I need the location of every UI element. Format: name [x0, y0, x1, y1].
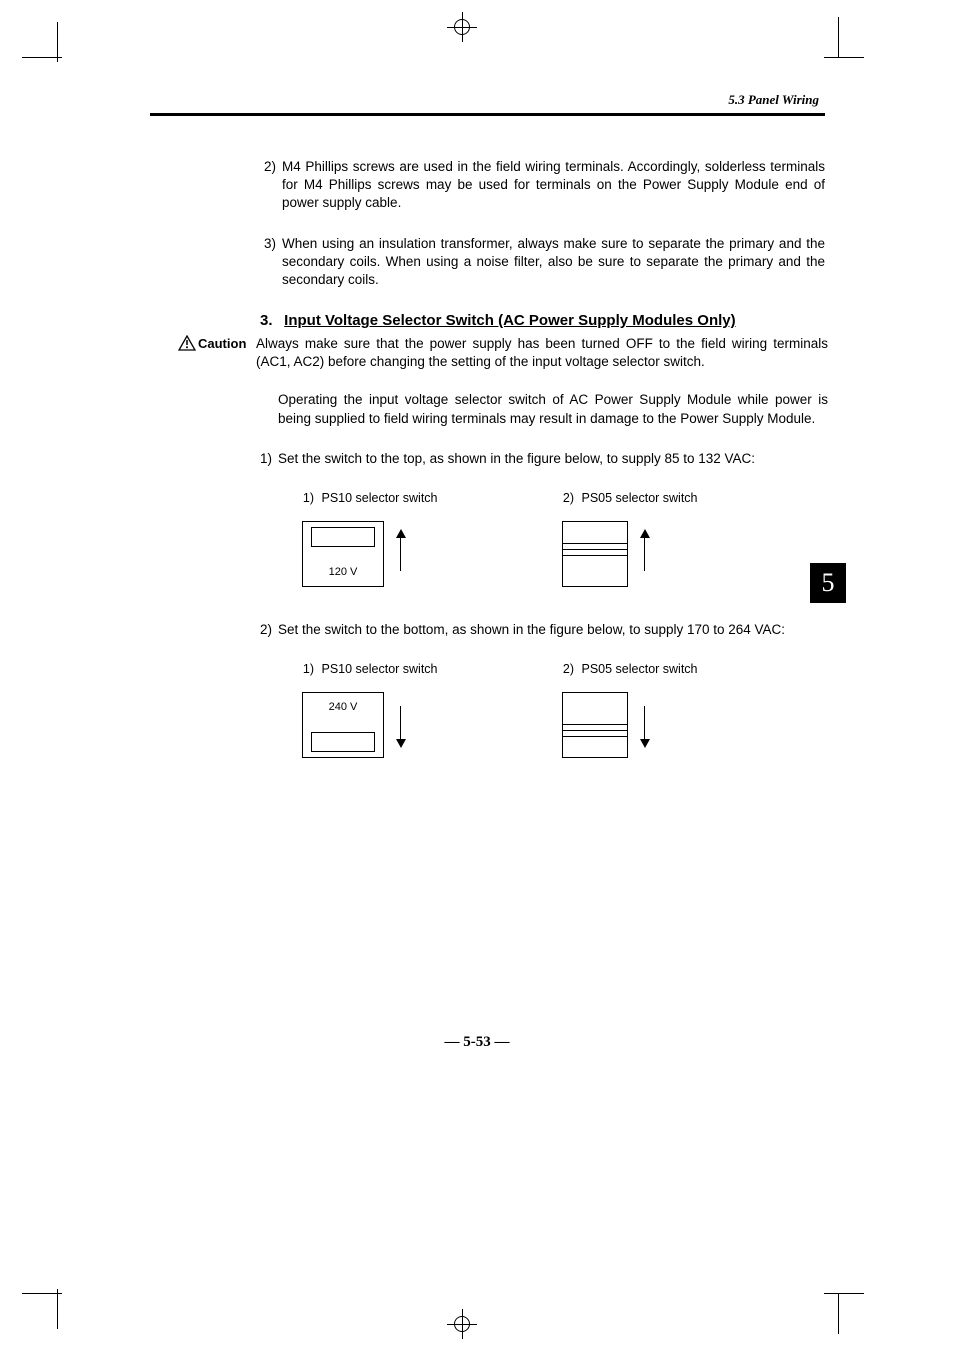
- figure-ps05-bottom: 2) PS05 selector switch: [556, 661, 816, 766]
- content-area: 2) M4 Phillips screws are used in the fi…: [260, 158, 825, 350]
- figure-ps10-top: 1) PS10 selector switch 120 V: [296, 490, 556, 595]
- figure-ps10-bottom: 1) PS10 selector switch 240 V: [296, 661, 556, 766]
- step-text: Set the switch to the bottom, as shown i…: [278, 621, 828, 639]
- step-number: 2): [256, 621, 278, 639]
- item-text: When using an insulation transformer, al…: [282, 235, 825, 290]
- fig-num: 2): [556, 661, 574, 678]
- fig-label: PS05 selector switch: [581, 491, 697, 505]
- step-text: Set the switch to the top, as shown in t…: [278, 450, 828, 468]
- ps10-diagram: 120 V: [302, 521, 556, 595]
- header-rule: [150, 113, 825, 116]
- step-2: 2) Set the switch to the bottom, as show…: [256, 621, 828, 639]
- registration-mark: [447, 1309, 477, 1339]
- voltage-label: 120 V: [311, 565, 375, 580]
- figure-row-1: 1) PS10 selector switch 120 V 2) PS05 se: [296, 490, 828, 595]
- item-text: M4 Phillips screws are used in the field…: [282, 158, 825, 213]
- crop-mark: [824, 57, 864, 58]
- ps05-diagram: [562, 692, 816, 766]
- section-number: 3.: [260, 311, 280, 331]
- caution-label: Caution: [178, 335, 256, 792]
- caution-block: Caution Always make sure that the power …: [178, 335, 828, 792]
- section-heading: 3. Input Voltage Selector Switch (AC Pow…: [260, 311, 825, 331]
- crop-mark: [57, 22, 58, 62]
- section-title: Input Voltage Selector Switch (AC Power …: [284, 312, 735, 329]
- crop-mark: [838, 17, 839, 57]
- ps05-diagram: [562, 521, 816, 595]
- fig-label: PS10 selector switch: [321, 662, 437, 676]
- caution-text: Always make sure that the power supply h…: [256, 335, 828, 792]
- step-1: 1) Set the switch to the top, as shown i…: [256, 450, 828, 468]
- list-item-2: 2) M4 Phillips screws are used in the fi…: [260, 158, 825, 213]
- fig-num: 1): [296, 490, 314, 507]
- crop-mark: [57, 1289, 58, 1329]
- fig-label: PS05 selector switch: [581, 662, 697, 676]
- fig-num: 2): [556, 490, 574, 507]
- registration-mark: [447, 12, 477, 42]
- page-number: — 5-53 —: [0, 1034, 954, 1051]
- step-number: 1): [256, 450, 278, 468]
- warning-icon: [178, 335, 196, 351]
- caution-main: Always make sure that the power supply h…: [256, 335, 828, 371]
- item-number: 2): [260, 158, 282, 213]
- caution-note: Operating the input voltage selector swi…: [278, 391, 828, 427]
- crop-mark: [824, 1293, 864, 1294]
- ps10-diagram: 240 V: [302, 692, 556, 766]
- crop-mark: [22, 1293, 62, 1294]
- header-section-label: 5.3 Panel Wiring: [728, 92, 819, 108]
- item-number: 3): [260, 235, 282, 290]
- list-item-3: 3) When using an insulation transformer,…: [260, 235, 825, 290]
- figure-row-2: 1) PS10 selector switch 240 V 2) PS05 se: [296, 661, 828, 766]
- crop-mark: [22, 57, 62, 58]
- crop-mark: [838, 1294, 839, 1334]
- figure-ps05-top: 2) PS05 selector switch: [556, 490, 816, 595]
- fig-label: PS10 selector switch: [321, 491, 437, 505]
- caution-word: Caution: [198, 336, 246, 351]
- voltage-label: 240 V: [311, 700, 375, 715]
- fig-num: 1): [296, 661, 314, 678]
